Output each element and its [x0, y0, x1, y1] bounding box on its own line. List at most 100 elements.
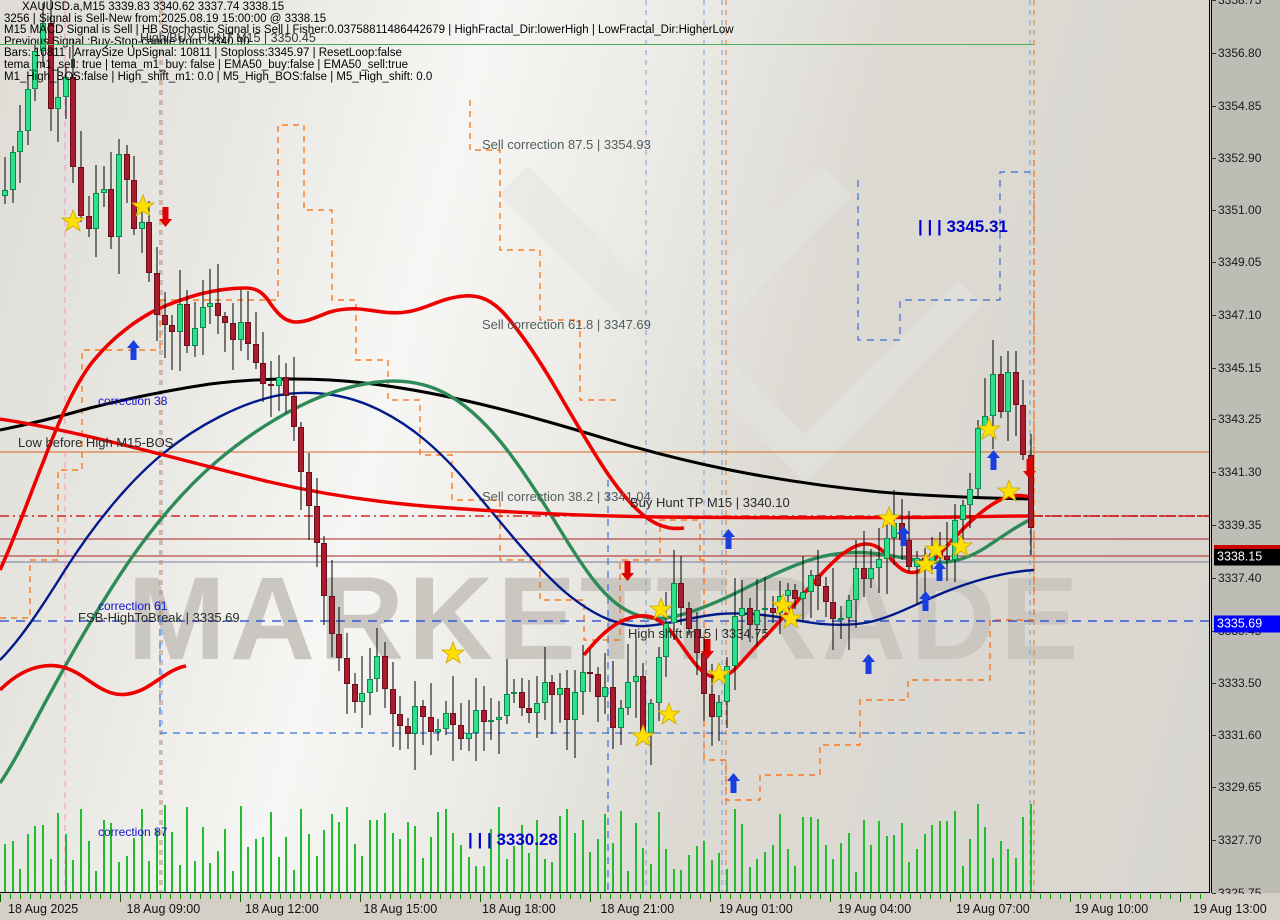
time-grid-tick — [1190, 894, 1191, 899]
info-line-2: Previous Signal :Buy-Stop-candle from: 3… — [4, 35, 250, 48]
time-grid-tick — [840, 894, 841, 899]
candlestick — [290, 356, 297, 442]
candle-body-bullish — [670, 582, 677, 623]
volume-bar — [870, 844, 873, 892]
price-tick: 3333.50 — [1212, 676, 1261, 690]
time-axis[interactable]: 18 Aug 2025 18 Aug 09:00 18 Aug 12:00 18 Au… — [0, 894, 1280, 920]
candle-wick — [840, 605, 842, 639]
buy-arrow-up-icon — [726, 773, 741, 798]
volume-bar — [156, 828, 158, 892]
candlestick — [176, 270, 183, 371]
sell-arrow-down-icon — [1022, 459, 1037, 484]
volume-bar — [604, 814, 607, 892]
volume-bar — [695, 845, 698, 892]
time-grid-tick — [1020, 894, 1021, 899]
candlestick — [24, 75, 31, 145]
candle-body-bearish — [906, 539, 913, 568]
candlestick — [906, 511, 913, 573]
time-grid-tick — [390, 894, 391, 899]
time-tick-label: 19 Aug 04:00 — [837, 902, 912, 916]
price-tick: 3341.30 — [1212, 465, 1261, 479]
candlestick — [579, 645, 586, 715]
candle-body-bullish — [412, 706, 419, 735]
price-axis[interactable]: 3358.75 3356.80 3354.85 3352.90 3351.00 3349.… — [1211, 0, 1280, 900]
chart-canvas[interactable]: MARKETTRADE — [0, 0, 1210, 893]
time-grid-tick — [1200, 894, 1201, 899]
candle-body-bullish — [17, 131, 24, 152]
candlestick — [328, 559, 335, 657]
annotation-level-3330-28: | | | 3330.28 — [468, 830, 558, 849]
candle-wick — [916, 550, 918, 605]
annotation-correction-38: correction 38 — [98, 394, 168, 408]
volume-bar — [148, 861, 151, 892]
volume-bar — [384, 812, 386, 892]
candlestick — [488, 698, 495, 741]
candlestick — [959, 499, 966, 539]
time-grid-tick — [710, 894, 711, 902]
time-grid-tick — [310, 894, 311, 899]
candlestick — [275, 354, 282, 412]
candle-body-bullish — [237, 321, 244, 340]
time-grid-tick — [370, 894, 371, 899]
time-grid-tick — [640, 894, 641, 899]
candlestick — [967, 473, 974, 528]
candle-body-bullish — [754, 609, 761, 625]
time-grid-tick — [40, 894, 41, 899]
volume-bar — [87, 840, 90, 892]
price-tick: 3358.75 — [1212, 0, 1261, 7]
candlestick — [78, 130, 84, 223]
time-grid-tick — [400, 894, 401, 899]
candlestick — [412, 681, 419, 771]
time-grid-tick — [950, 894, 951, 902]
candlestick — [313, 477, 320, 568]
volume-bar — [315, 856, 318, 892]
time-tick-label: 18 Aug 18:00 — [482, 902, 556, 916]
time-grid-tick — [910, 894, 911, 899]
volume-bar — [809, 816, 812, 892]
time-grid-tick — [540, 894, 541, 899]
candle-body-bullish — [40, 22, 46, 51]
volume-bar — [49, 858, 52, 892]
candle-body-bearish — [298, 427, 305, 473]
time-grid-tick — [680, 894, 681, 899]
volume-bar — [908, 862, 911, 892]
time-grid-tick — [890, 894, 891, 899]
candle-body-bullish — [100, 188, 107, 194]
annotation-high-buy-hunt-m15: High/BUY HUNT M15 | 3350.45 — [140, 31, 316, 45]
candlestick — [549, 675, 556, 734]
candle-body-bullish — [807, 575, 814, 593]
volume-bar — [931, 824, 934, 892]
candlestick — [990, 340, 996, 450]
volume-bar — [323, 829, 326, 892]
time-grid-tick — [560, 894, 561, 899]
candle-body-bearish — [450, 712, 457, 726]
candle-body-bullish — [511, 691, 518, 694]
time-grid-tick — [610, 894, 611, 899]
candle-body-bullish — [503, 693, 510, 717]
volume-bar — [346, 807, 348, 892]
candle-wick — [361, 656, 363, 729]
time-grid-tick — [0, 894, 1, 902]
price-tick: 3343.25 — [1212, 412, 1261, 426]
candle-body-bearish — [1012, 371, 1019, 406]
volume-bar — [840, 842, 842, 892]
candle-body-bearish — [564, 687, 571, 721]
buy-arrow-up-icon — [126, 340, 141, 365]
time-grid-tick — [120, 894, 121, 902]
volume-bar — [900, 823, 903, 892]
candlestick — [648, 699, 654, 765]
time-grid-tick — [650, 894, 651, 899]
candle-wick — [513, 678, 515, 703]
time-grid-tick — [1130, 894, 1131, 899]
annotation-sell-correction-382: Sell correction 38.2 | 3341.04 — [482, 489, 651, 504]
time-grid-tick — [240, 894, 241, 902]
candlestick — [351, 673, 358, 714]
candle-body-bearish — [260, 362, 267, 384]
candle-body-bullish — [9, 151, 16, 190]
time-grid-tick — [460, 894, 461, 899]
candle-body-bullish — [602, 687, 609, 698]
candle-wick — [490, 698, 492, 741]
candlestick — [860, 531, 867, 597]
candlestick — [389, 662, 396, 748]
